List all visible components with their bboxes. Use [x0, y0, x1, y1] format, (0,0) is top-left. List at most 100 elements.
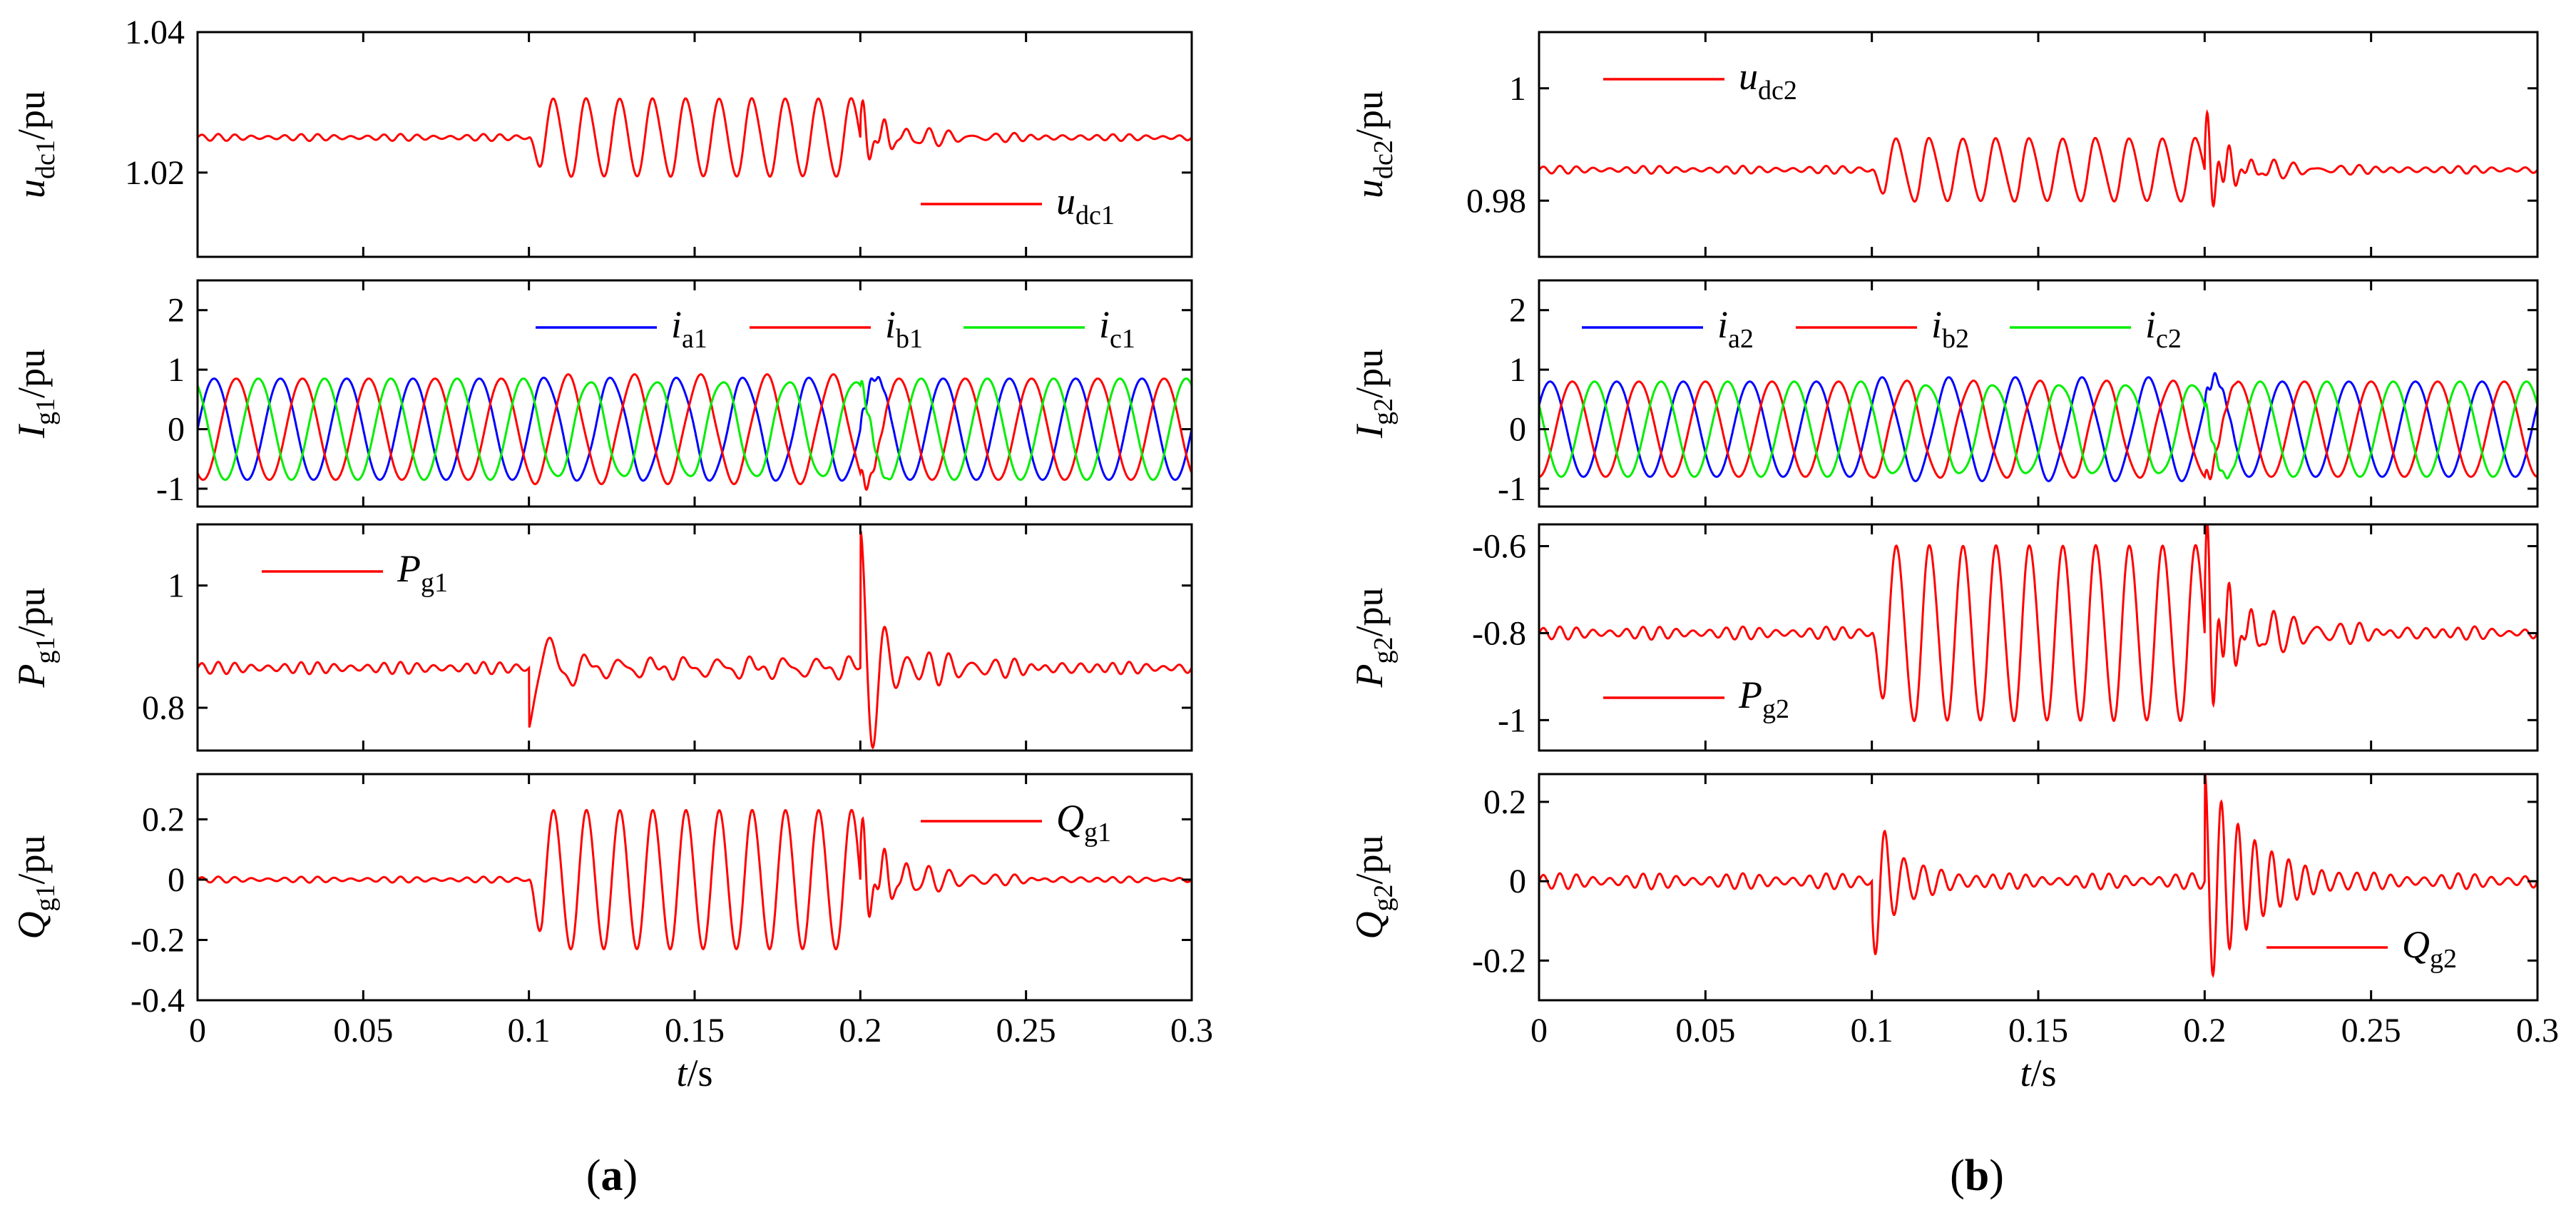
svg-text:Ig1/pu: Ig1/pu — [10, 349, 61, 439]
svg-text:udc1/pu: udc1/pu — [10, 91, 61, 198]
legend: ia1 ib1 ic1 — [536, 303, 1135, 354]
legend-label: ib2 — [1931, 303, 1969, 354]
svg-text:udc2/pu: udc2/pu — [1348, 91, 1399, 198]
panel-a2: -1 0 1 2 Ig1/pu ia1 ib1 ic1 — [10, 279, 1193, 508]
svg-text:Pg1/pu: Pg1/pu — [10, 587, 61, 688]
caption-b: (b) — [1950, 1152, 2004, 1200]
y-axis-label: Ig2/pu — [1348, 349, 1399, 439]
xtick-label: 0.25 — [996, 1012, 1056, 1049]
y-axis-label: Pg2/pu — [1348, 587, 1399, 688]
axes-frame — [196, 523, 1193, 752]
series-i-c2 — [1539, 380, 2537, 480]
ytick-label: 0 — [168, 411, 185, 449]
legend: udc1 — [921, 180, 1115, 230]
legend: Qg2 — [2266, 923, 2457, 974]
ytick-label: -0.4 — [131, 982, 185, 1020]
series-Q-g2 — [1539, 774, 2537, 979]
y-axis-label: udc1/pu — [10, 91, 61, 198]
ytick-label: 1.02 — [125, 154, 185, 192]
x-axis-label: t/s — [676, 1052, 712, 1094]
panel-a4: -0.4 -0.2 0 0.2 0 0.05 0.1 0.15 0.2 0.25 0.3 t/s Qg1… — [10, 773, 1213, 1094]
ytick-label: -0.2 — [131, 921, 185, 959]
series-P-g2 — [1539, 524, 2537, 723]
xtick-label: 0.3 — [1170, 1012, 1213, 1049]
panel-b2: -1 0 1 2 Ig2/pu ia2 ib2 ic2 — [1348, 279, 2539, 508]
xtick-label: 0.3 — [2516, 1012, 2559, 1049]
y-axis-label: Ig1/pu — [10, 349, 61, 439]
ytick-label: -0.2 — [1472, 942, 1526, 980]
xtick-label: 0 — [189, 1012, 206, 1049]
legend: Pg2 — [1603, 673, 1789, 724]
xtick-label: 0.25 — [2341, 1012, 2401, 1049]
ytick-label: 2 — [168, 292, 185, 330]
legend-label: Qg2 — [2402, 923, 2457, 974]
xtick-label: 0.1 — [1851, 1012, 1893, 1049]
legend-label: ic2 — [2145, 303, 2182, 354]
ytick-label: -0.6 — [1472, 527, 1526, 565]
ytick-label: 1 — [168, 567, 185, 605]
series-i-a1 — [198, 376, 1192, 482]
ytick-label: 1 — [168, 351, 185, 389]
legend: ia2 ib2 ic2 — [1582, 303, 2182, 354]
y-axis-label: Pg1/pu — [10, 587, 61, 688]
caption-a: (a) — [586, 1152, 638, 1200]
panel-b3: -1 -0.8 -0.6 Pg2/pu Pg2 — [1348, 523, 2539, 752]
legend: Qg1 — [921, 797, 1111, 848]
ytick-label: 0 — [1509, 863, 1526, 900]
ytick-label: -0.8 — [1472, 614, 1526, 652]
xtick-label: 0.2 — [2183, 1012, 2226, 1049]
ytick-label: -1 — [1498, 470, 1526, 508]
legend-label: ia2 — [1717, 303, 1754, 354]
panel-a3: 0.8 1 Pg1/pu Pg1 — [10, 523, 1193, 752]
xtick-label: 0.15 — [665, 1012, 725, 1049]
legend-label: udc1 — [1056, 180, 1115, 230]
x-axis-label: t/s — [2020, 1052, 2056, 1094]
xtick-label: 0 — [1530, 1012, 1548, 1049]
series-Q-g1 — [198, 808, 1192, 951]
legend-label: ib1 — [885, 303, 923, 354]
legend-label: ia1 — [671, 303, 707, 354]
ytick-label: 2 — [1509, 292, 1526, 330]
ytick-label: 1 — [1509, 70, 1526, 108]
y-axis-label: udc2/pu — [1348, 91, 1399, 198]
panel-a1: 1.02 1.04 udc1/pu udc1 — [10, 14, 1193, 258]
legend-label: Qg1 — [1056, 797, 1111, 848]
series-u-dc1 — [198, 97, 1192, 178]
svg-text:Pg2/pu: Pg2/pu — [1348, 587, 1399, 688]
xtick-label: 0.05 — [1675, 1012, 1735, 1049]
ytick-label: 0.98 — [1466, 182, 1526, 220]
svg-text:Ig2/pu: Ig2/pu — [1348, 349, 1399, 439]
y-axis-label: Qg2/pu — [1348, 835, 1399, 939]
legend-label: Pg2 — [1738, 673, 1789, 724]
ytick-label: 0.2 — [1483, 783, 1526, 821]
xtick-label: 0.2 — [839, 1012, 881, 1049]
panel-b4: -0.200.20 0.05 0.1 0.15 0.2 0.25 0.3t/sQg2/puQ… — [1348, 773, 2559, 1094]
series-i-c1 — [198, 377, 1192, 482]
ytick-label: 1 — [1509, 351, 1526, 389]
xtick-label: 0.1 — [508, 1012, 551, 1049]
ytick-label: 0 — [168, 861, 185, 899]
panel-b1: 0.98 1 udc2/pu udc2 — [1348, 31, 2539, 258]
ytick-label: -1 — [156, 470, 185, 508]
ytick-label: 0.2 — [142, 800, 185, 838]
xtick-label: 0.15 — [2008, 1012, 2068, 1049]
ytick-label: 0 — [1509, 411, 1526, 449]
axes-frame — [1538, 31, 2539, 258]
ytick-label: 1.04 — [125, 14, 185, 51]
series-i-b2 — [1539, 380, 2537, 481]
legend-label: ic1 — [1099, 303, 1135, 354]
ytick-label: 0.8 — [142, 689, 185, 727]
legend-label: Pg1 — [397, 547, 448, 598]
svg-text:Qg2/pu: Qg2/pu — [1348, 835, 1399, 939]
xtick-label: 0.05 — [333, 1012, 393, 1049]
legend: udc2 — [1603, 55, 1797, 106]
svg-text:Qg1/pu: Qg1/pu — [10, 835, 61, 939]
y-axis-label: Qg1/pu — [10, 835, 61, 939]
legend-label: udc2 — [1739, 55, 1797, 106]
series-P-g1 — [198, 530, 1192, 750]
ytick-label: -1 — [1498, 701, 1526, 739]
series-u-dc2 — [1539, 108, 2537, 208]
axes-frame — [1538, 773, 2539, 1002]
series-i-b1 — [198, 373, 1192, 492]
